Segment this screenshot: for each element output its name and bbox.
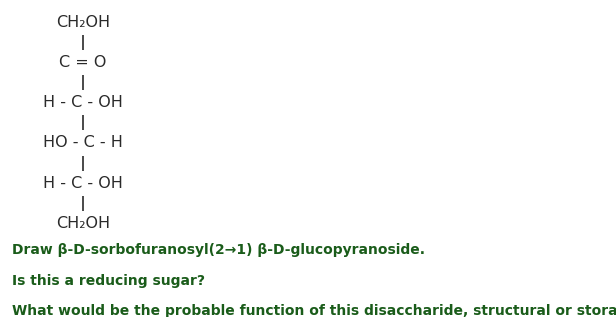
Text: CH₂OH: CH₂OH [56, 15, 110, 30]
Text: CH₂OH: CH₂OH [56, 216, 110, 231]
Text: HO - C - H: HO - C - H [43, 135, 123, 151]
Text: Draw β-D-sorbofuranosyl(2→1) β-D-glucopyranoside.: Draw β-D-sorbofuranosyl(2→1) β-D-glucopy… [12, 243, 425, 257]
Text: H - C - OH: H - C - OH [43, 95, 123, 110]
Text: H - C - OH: H - C - OH [43, 176, 123, 191]
Text: C = O: C = O [60, 55, 107, 70]
Text: Is this a reducing sugar?: Is this a reducing sugar? [12, 274, 205, 288]
Text: What would be the probable function of this disaccharide, structural or storage?: What would be the probable function of t… [12, 304, 616, 317]
